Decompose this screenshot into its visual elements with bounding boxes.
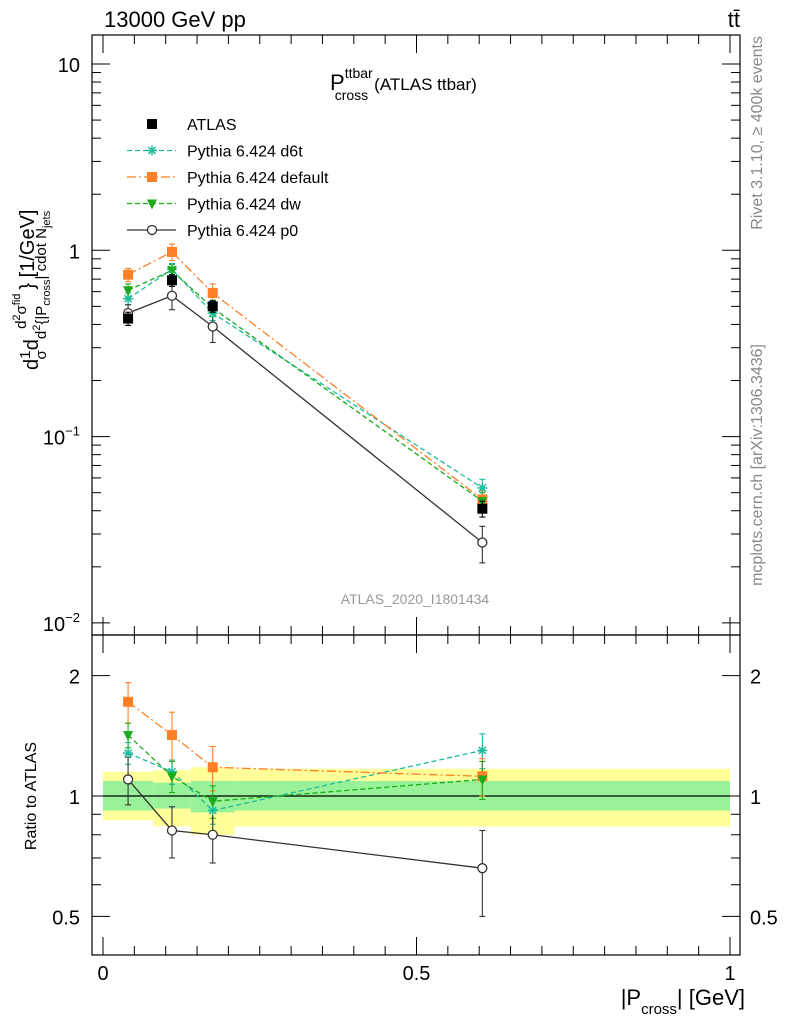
ratio-point-pythia-6-424-dw <box>166 772 177 783</box>
legend-label-pythia-6-424-dw: Pythia 6.424 dw <box>187 197 301 214</box>
main-y-tick-label: 10 <box>58 55 80 77</box>
ratio-line-pythia-6-424-d6t <box>127 749 483 812</box>
series-point-pythia-6-424-default <box>207 287 218 298</box>
main-y-tick-label: 10−2 <box>43 610 80 636</box>
legend-marker-pythia-6-424-dw <box>147 199 157 210</box>
ratio-point-pythia-6-424-default <box>123 696 134 707</box>
legend-label-pythia-6-424-d6t: Pythia 6.424 d6t <box>187 144 303 161</box>
ratio-y-tick-label: 0.5 <box>52 907 80 929</box>
ratio-y-tick-label: 2 <box>69 667 80 689</box>
atlas-point <box>477 503 488 514</box>
ratio-point-pythia-6-424-d6t <box>123 748 134 759</box>
plot-title-suffix: (ATLAS ttbar) <box>374 75 477 94</box>
series-line-pythia-6-424-dw <box>127 269 483 502</box>
ratio-point-pythia-6-424-dw <box>207 797 218 808</box>
analysis-id: ATLAS_2020_I1801434 <box>341 591 490 607</box>
side-mcplots-label: mcplots.cern.ch [arXiv:1306.3436] <box>749 344 766 586</box>
ratio-point-pythia-6-424-p0 <box>122 774 134 785</box>
ratio-point-pythia-6-424-dw <box>123 731 134 742</box>
plot-title-main: P <box>330 70 345 95</box>
ratio-y-tick-label: 1 <box>69 787 80 809</box>
atlas-point <box>207 301 218 312</box>
series-point-pythia-6-424-d6t <box>477 482 488 493</box>
x-axis-label: |Pcross| [GeV] <box>621 985 745 1018</box>
series-line-pythia-6-424-p0 <box>127 295 483 544</box>
ratio-y-axis-label: Ratio to ATLAS <box>23 742 40 850</box>
series-line-pythia-6-424-d6t <box>127 268 483 489</box>
plot-title-sub: cross <box>335 87 368 103</box>
series-point-pythia-6-424-default <box>123 269 134 280</box>
series-point-pythia-6-424-p0 <box>166 290 178 301</box>
process-label: tt̄ <box>728 7 740 32</box>
ratio-point-pythia-6-424-default <box>166 730 177 741</box>
x-tick-label: 0.5 <box>403 963 431 985</box>
main-y-tick-label: 10−1 <box>43 424 80 450</box>
legend-marker-pythia-6-424-p0 <box>146 224 158 236</box>
x-tick-label: 0 <box>97 963 108 985</box>
legend-marker-pythia-6-424-d6t <box>147 145 157 156</box>
series-point-pythia-6-424-p0 <box>207 321 218 332</box>
side-rivet-label: Rivet 3.1.10, ≥ 400k events <box>749 36 766 230</box>
ratio-point-pythia-6-424-d6t <box>477 745 488 756</box>
atlas-point <box>166 275 177 286</box>
legend: ATLAS Pythia 6.424 d6t Pythia 6.424 defaul… <box>127 117 329 240</box>
ratio-line-pythia-6-424-default <box>127 701 483 777</box>
ratio-line-pythia-6-424-p0 <box>127 779 483 869</box>
legend-marker-pythia-6-424-default <box>147 172 157 182</box>
ratio-y-tick-label-right: 0.5 <box>750 907 778 929</box>
ratio-point-pythia-6-424-p0 <box>477 863 488 874</box>
ratio-y-tick-label-right: 2 <box>750 667 761 689</box>
legend-label-pythia-6-424-default: Pythia 6.424 default <box>187 170 329 187</box>
ratio-y-tick-label-right: 1 <box>750 787 761 809</box>
ratio-point-pythia-6-424-dw <box>477 775 488 786</box>
series-point-pythia-6-424-dw <box>123 286 134 297</box>
plot-title: Pttbar cross (ATLAS ttbar) <box>330 65 477 103</box>
atlas-point <box>123 313 134 324</box>
plot-title-sup: ttbar <box>345 65 373 81</box>
series-point-pythia-6-424-dw <box>166 266 177 277</box>
series-point-pythia-6-424-d6t <box>123 293 134 304</box>
ratio-line-pythia-6-424-dw <box>127 734 483 802</box>
ratio-point-pythia-6-424-p0 <box>166 825 178 836</box>
series-point-pythia-6-424-p0 <box>477 537 488 548</box>
x-tick-label: 1 <box>724 963 735 985</box>
main-y-tick-label: 1 <box>69 241 80 263</box>
legend-label-pythia-6-424-p0: Pythia 6.424 p0 <box>187 223 298 240</box>
ratio-plot: 2 2 1 1 0.5 0.5 0 0.5 1 <box>52 634 778 985</box>
legend-marker-atlas <box>147 119 157 129</box>
energy-label: 13000 GeV pp <box>104 7 246 32</box>
main-y-axis-label: d1σdd2{|Pcross| cdot Njetsd2σfid} [1/GeV… <box>11 210 53 371</box>
main-plot: 10 1 10−1 10−2 <box>43 34 741 636</box>
series-line-pythia-6-424-default <box>127 251 483 500</box>
ratio-point-pythia-6-424-default <box>207 762 218 773</box>
legend-label-atlas: ATLAS <box>187 117 237 134</box>
series-point-pythia-6-424-default <box>166 246 177 257</box>
ratio-point-pythia-6-424-p0 <box>207 829 218 840</box>
